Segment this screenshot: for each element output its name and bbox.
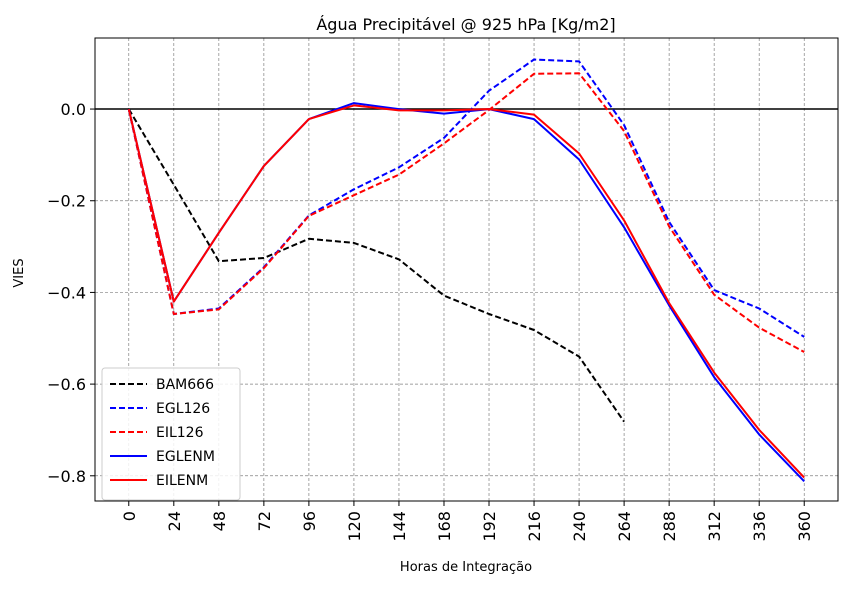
x-tick-label: 48: [210, 511, 229, 531]
y-axis: 0.0 −0.2 −0.4 −0.6 −0.8: [47, 100, 95, 486]
x-axis-label: Horas de Integração: [400, 560, 532, 575]
x-tick-label: 336: [750, 511, 769, 542]
y-axis-label: VIES: [12, 258, 27, 287]
legend-label-bam666: BAM666: [156, 377, 214, 393]
x-tick-label: 360: [795, 511, 814, 542]
x-tick-label: 240: [570, 511, 589, 542]
plot-frame: [94, 37, 839, 502]
y-tick-label: 0.0: [61, 100, 86, 119]
legend-box: [101, 367, 241, 501]
y-tick-label: −0.6: [47, 375, 86, 394]
x-tick-label: 264: [615, 511, 634, 542]
x-tick-label: 72: [255, 511, 274, 531]
y-tick-label: −0.8: [47, 467, 86, 486]
x-tick-label: 288: [660, 511, 679, 542]
legend-label-eglenm: EGLENM: [156, 449, 215, 465]
legend: BAM666 EGL126 EIL126 EGLENM EILENM: [101, 367, 241, 501]
x-tick-label: 192: [480, 511, 499, 542]
x-axis: 0 24 48 72 96 120 144 168 192 216 240 264 288 312 336 3…: [120, 501, 814, 542]
x-tick-label: 120: [345, 511, 364, 542]
y-tick-label: −0.2: [47, 192, 86, 211]
y-tick-label: −0.4: [47, 283, 86, 302]
series-layer: [127, 58, 805, 482]
legend-label-eilenm: EILENM: [156, 473, 208, 489]
x-tick-label: 168: [435, 511, 454, 542]
grid-layer: [95, 38, 838, 501]
x-tick-label: 24: [165, 511, 184, 531]
series-line-egl126: [127, 58, 805, 338]
x-tick-label: 312: [705, 511, 724, 542]
x-tick-label: 96: [300, 511, 319, 531]
series-line-eilenm: [127, 104, 805, 479]
x-tick-label: 0: [120, 511, 139, 521]
legend-label-eil126: EIL126: [156, 425, 204, 441]
x-tick-label: 216: [525, 511, 544, 542]
series-line-bam666: [127, 108, 625, 423]
legend-label-egl126: EGL126: [156, 401, 210, 417]
x-tick-label: 144: [390, 511, 409, 542]
chart-title: Água Precipitável @ 925 hPa [Kg/m2]: [316, 15, 615, 34]
